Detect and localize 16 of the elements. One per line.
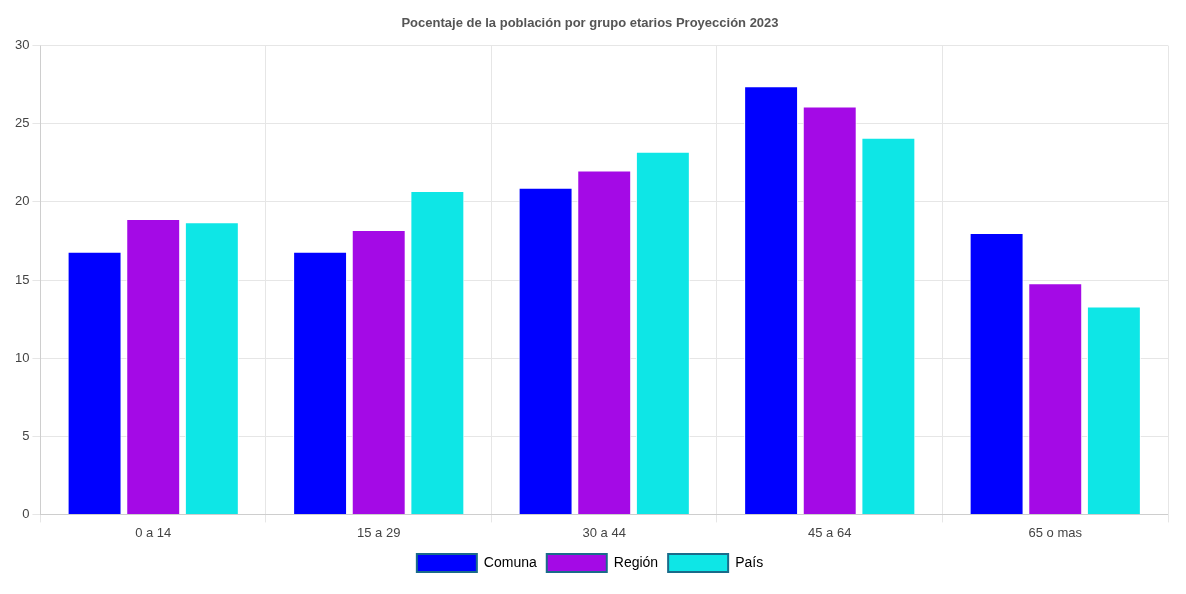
x-tick-label: 30 a 44 xyxy=(582,524,626,540)
y-tick-label: 30 xyxy=(14,37,30,53)
x-tick-label: 0 a 14 xyxy=(135,524,172,540)
y-tick-label: 10 xyxy=(14,349,30,365)
y-tick-label: 20 xyxy=(14,193,30,209)
y-tick-label: 25 xyxy=(14,115,30,131)
x-tick-label: 45 a 64 xyxy=(808,524,852,540)
legend-label: País xyxy=(735,553,764,570)
y-tick-label: 0 xyxy=(22,505,30,521)
legend-label: Región xyxy=(613,553,659,570)
y-tick-label: 5 xyxy=(22,427,30,443)
chart-title: Pocentaje de la población por grupo etarios Proyección 2023 xyxy=(401,15,779,31)
x-tick-label: 65 o mas xyxy=(1028,524,1083,540)
x-tick-label: 15 a 29 xyxy=(357,524,401,540)
y-tick-label: 15 xyxy=(14,271,30,287)
legend-label: Comuna xyxy=(483,553,537,570)
